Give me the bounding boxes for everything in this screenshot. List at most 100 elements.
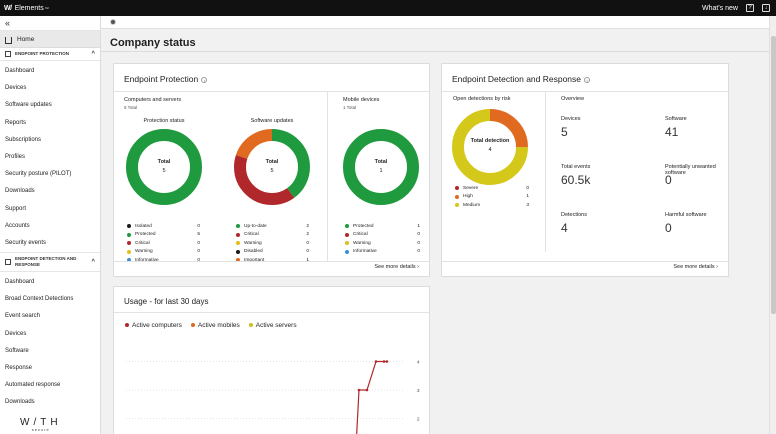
chevron-right-icon: ›: [417, 264, 419, 270]
sidebar-item-label: Home: [17, 35, 35, 43]
legend-item: Warning 0: [236, 239, 309, 248]
sidebar-item-subscriptions[interactable]: Subscriptions: [5, 136, 42, 143]
info-icon[interactable]: i: [201, 76, 208, 83]
protection-status-legend: Isolated0Protected5Critical0Warning0Info…: [127, 222, 200, 265]
data-point[interactable]: [374, 360, 378, 363]
usage-legend-item: Active servers: [248, 322, 297, 329]
sidebar-item-devices[interactable]: Devices: [5, 85, 27, 92]
legend-label: Critical: [353, 232, 368, 238]
legend-value: 2: [306, 232, 309, 238]
stat-value: 4: [561, 221, 568, 235]
data-point[interactable]: [385, 360, 389, 363]
legend-dot-icon: [248, 323, 253, 328]
sidebar-item-downloads[interactable]: Downloads: [5, 188, 35, 195]
section-edr[interactable]: ENDPOINT DETECTION AND RESPONSE ^: [0, 252, 100, 273]
legend-dot-icon: [236, 241, 240, 246]
legend-label: Up-to-date: [244, 223, 267, 229]
y-tick-label: 2: [417, 417, 420, 422]
legend-dot-icon: [127, 241, 131, 246]
info-icon[interactable]: i: [584, 76, 591, 83]
page-scrollbar[interactable]: [769, 16, 776, 434]
sidebar-item-security-events[interactable]: Security events: [5, 239, 47, 246]
sidebar-item-edr-broad-context-detections[interactable]: Broad Context Detections: [5, 296, 74, 303]
sidebar-item-reports[interactable]: Reports: [5, 119, 27, 126]
sidebar: « Home ENDPOINT PROTECTION ^ Dashboard De…: [0, 16, 101, 434]
sidebar-item-edr-downloads[interactable]: Downloads: [5, 399, 35, 406]
legend-item: Warning 0: [127, 248, 200, 257]
legend-label: Important: [244, 258, 264, 263]
sidebar-item-edr-automated-response[interactable]: Automated response: [5, 382, 61, 389]
open-detections-donut: [452, 109, 528, 185]
donut-segment-high: [452, 109, 528, 185]
legend-value: 0: [197, 240, 200, 246]
software-updates-donut: [234, 129, 310, 205]
sidebar-item-edr-response[interactable]: Response: [5, 365, 33, 371]
donut-segment-important: [234, 129, 310, 205]
legend-label: Active mobiles: [197, 322, 240, 329]
legend-item: Medium 3: [455, 201, 529, 210]
sub-toolbar: [101, 16, 769, 29]
open-detections-title: Open detections by risk: [453, 96, 511, 102]
y-tick-label: 4: [417, 360, 420, 365]
sidebar-item-profiles[interactable]: Profiles: [5, 153, 26, 160]
help-icon[interactable]: ?: [746, 4, 754, 12]
scrollbar-thumb[interactable]: [771, 36, 776, 314]
sidebar-item-dashboard[interactable]: Dashboard: [5, 68, 35, 74]
divider: [114, 91, 429, 92]
see-more-details-link[interactable]: See more details ›: [673, 264, 718, 270]
data-point[interactable]: [382, 360, 386, 363]
legend-value: 0: [306, 249, 309, 255]
collapse-sidebar-icon[interactable]: «: [0, 16, 100, 31]
data-point[interactable]: [365, 388, 369, 392]
donut-center-value: 1: [379, 168, 383, 174]
brand[interactable]: W/ Elements ™: [0, 5, 49, 12]
mobile-devices-title: Mobile devices: [343, 97, 380, 103]
legend-value: 0: [417, 240, 420, 246]
sidebar-item-home[interactable]: Home: [0, 31, 100, 48]
sidebar-item-security-posture-pilot[interactable]: Security posture (PILOT): [5, 171, 72, 178]
legend-label: Active servers: [255, 322, 297, 329]
legend-label: Critical: [135, 240, 150, 246]
chevron-up-icon: ^: [91, 51, 95, 57]
download-icon[interactable]: ↓: [762, 4, 770, 12]
legend-item: Critical 0: [345, 231, 420, 240]
legend-dot-icon: [345, 249, 349, 254]
legend-dot-icon: [345, 224, 349, 229]
sidebar-item-software-updates[interactable]: Software updates: [5, 102, 52, 109]
home-icon: [5, 36, 12, 44]
data-point[interactable]: [357, 388, 361, 392]
edr-card: Endpoint Detection and Response i Open de…: [441, 63, 729, 277]
brand-name: Elements: [14, 4, 44, 12]
legend-dot-icon: [236, 258, 240, 263]
card-title: Endpoint Protection i: [124, 74, 208, 84]
sidebar-item-accounts[interactable]: Accounts: [5, 222, 30, 229]
legend-label: Warning: [353, 240, 371, 246]
legend-item: Important 1: [236, 256, 309, 265]
overview-title: Overview: [561, 96, 584, 102]
legend-label: Severe: [463, 185, 479, 191]
legend-label: Protected: [353, 223, 374, 229]
see-more-details-link[interactable]: See more details ›: [374, 264, 419, 270]
legend-dot-icon: [455, 194, 459, 199]
sidebar-item-edr-event-search[interactable]: Event search: [5, 313, 41, 320]
legend-label: Isolated: [135, 223, 152, 229]
sidebar-item-support[interactable]: Support: [5, 205, 27, 212]
organization-icon[interactable]: [110, 19, 116, 25]
donut-segment-protected: [343, 129, 419, 205]
stat-label: Software: [665, 116, 687, 122]
legend-dot-icon: [190, 323, 195, 328]
legend-item: Isolated 0: [127, 222, 200, 231]
legend-value: 1: [306, 258, 309, 263]
stat-label: Harmful software: [665, 212, 707, 218]
sidebar-item-edr-software[interactable]: Software: [5, 347, 29, 354]
sidebar-item-edr-devices[interactable]: Devices: [5, 330, 27, 337]
stat-value: 0: [665, 173, 672, 187]
withsecure-logo-icon: W/: [4, 4, 12, 12]
y-tick-label: 3: [417, 388, 420, 393]
series-line-active-computers: [356, 360, 387, 434]
whats-new-link[interactable]: What's new: [702, 4, 738, 12]
card-title: Endpoint Detection and Response i: [452, 74, 591, 84]
section-endpoint-protection[interactable]: ENDPOINT PROTECTION ^: [0, 48, 100, 61]
stat-label: Detections: [561, 212, 587, 218]
sidebar-item-edr-dashboard[interactable]: Dashboard: [5, 279, 35, 286]
